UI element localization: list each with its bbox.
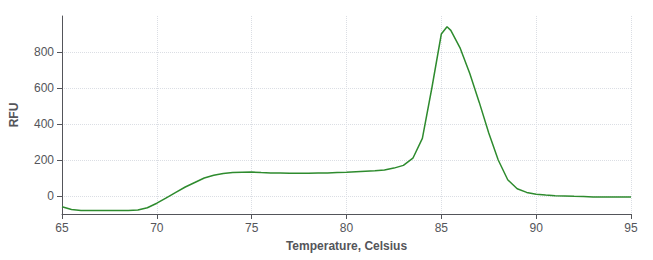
svg-text:70: 70 <box>150 221 164 235</box>
svg-text:65: 65 <box>55 221 69 235</box>
svg-text:200: 200 <box>34 153 54 167</box>
svg-text:800: 800 <box>34 45 54 59</box>
svg-text:95: 95 <box>624 221 638 235</box>
svg-text:85: 85 <box>435 221 449 235</box>
svg-text:RFU: RFU <box>7 103 21 128</box>
svg-text:80: 80 <box>340 221 354 235</box>
svg-text:400: 400 <box>34 117 54 131</box>
svg-text:75: 75 <box>245 221 259 235</box>
svg-text:0: 0 <box>47 189 54 203</box>
svg-text:600: 600 <box>34 81 54 95</box>
svg-text:90: 90 <box>529 221 543 235</box>
svg-text:Temperature, Celsius: Temperature, Celsius <box>286 239 407 253</box>
